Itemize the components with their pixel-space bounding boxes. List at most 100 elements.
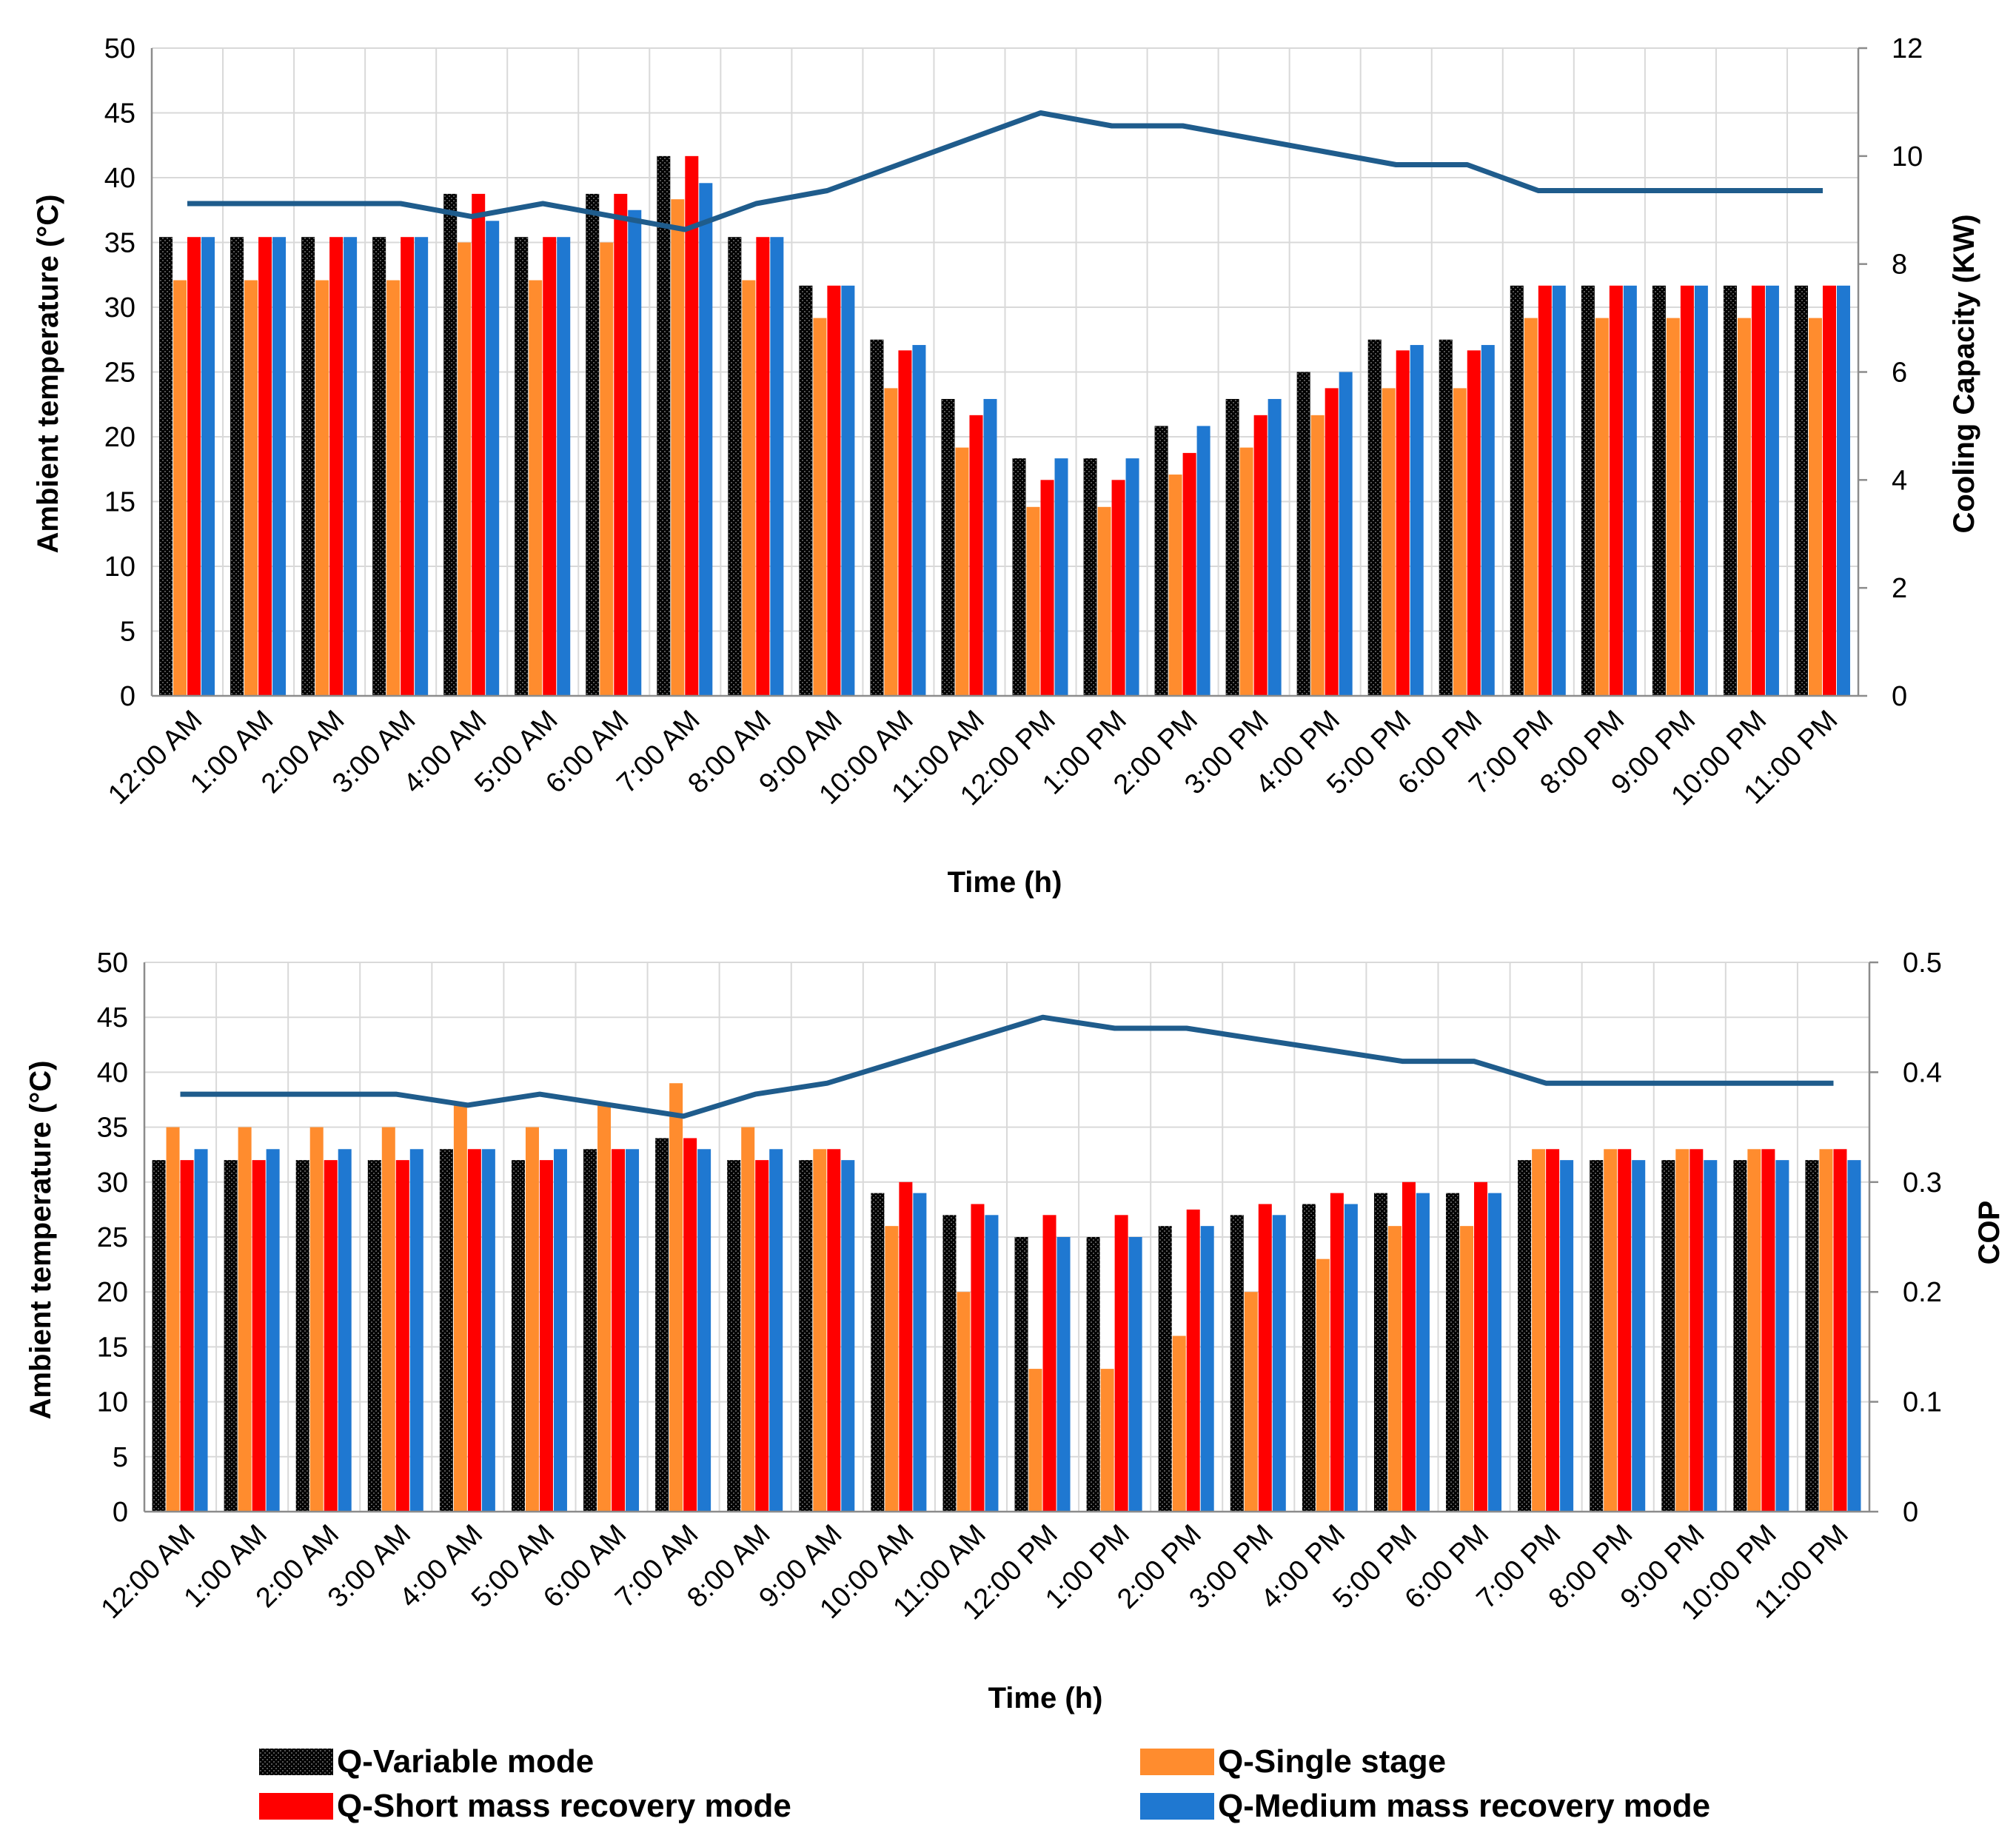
chart-bottom-bar-q-medium-mass-recovery-mode-11 (985, 1215, 999, 1512)
chart-bottom-bar-q-short-mass-recovery-mode-16 (1330, 1193, 1344, 1512)
chart-top-bar-q-medium-mass-recovery-mode-13 (1125, 458, 1139, 696)
chart-bottom-bar-q-short-mass-recovery-mode-2 (324, 1160, 338, 1512)
chart-top-bar-q-short-mass-recovery-mode-12 (1040, 480, 1054, 696)
chart-bottom-y-tick-label: 20 (97, 1277, 128, 1308)
chart-top-bar-q-single-stage-1 (244, 280, 258, 697)
chart-bottom-bar-q-single-stage-10 (885, 1226, 899, 1512)
chart-top-bar-q-variable-mode-8 (728, 237, 742, 696)
chart-bottom-bar-q-variable-mode-17 (1373, 1193, 1387, 1512)
chart-bottom-bar-q-medium-mass-recovery-mode-6 (626, 1149, 640, 1512)
chart-top-temperature-line (187, 110, 1823, 232)
chart-bottom-bar-q-variable-mode-14 (1158, 1226, 1172, 1512)
chart-top-y2-tick-label: 10 (1892, 141, 1923, 172)
chart-bottom-bar-q-single-stage-20 (1604, 1149, 1618, 1512)
legend-swatch-single (1140, 1749, 1214, 1775)
chart-top-bar-q-single-stage-7 (671, 199, 685, 697)
chart-top-bar-q-single-stage-4 (458, 242, 472, 696)
chart-bottom-bar-q-medium-mass-recovery-mode-0 (194, 1149, 208, 1512)
chart-top-bar-q-short-mass-recovery-mode-10 (898, 350, 912, 696)
chart-top-bar-q-variable-mode-21 (1652, 285, 1666, 696)
chart-bottom-y-tick-label: 15 (97, 1332, 128, 1363)
chart-bottom-bar-q-short-mass-recovery-mode-12 (1042, 1215, 1056, 1512)
legend-swatch-variable (259, 1749, 333, 1775)
chart-top-bar-q-short-mass-recovery-mode-23 (1822, 285, 1836, 696)
chart-bottom-bar-q-short-mass-recovery-mode-7 (683, 1138, 697, 1512)
chart-bottom-bar-q-medium-mass-recovery-mode-21 (1704, 1160, 1718, 1512)
chart-top-bar-q-single-stage-23 (1808, 318, 1822, 696)
chart-top-bar-q-variable-mode-16 (1296, 372, 1310, 696)
chart-bottom-bars (152, 1083, 1861, 1512)
chart-top-bar-q-short-mass-recovery-mode-21 (1680, 285, 1694, 696)
chart-top-bar-q-variable-mode-11 (941, 398, 955, 696)
chart-bottom-bar-q-single-stage-13 (1100, 1369, 1114, 1512)
chart-bottom-axes (143, 961, 1878, 1513)
chart-top-y-tick-label: 50 (104, 33, 135, 64)
chart-top-bar-q-single-stage-22 (1737, 318, 1751, 696)
chart-bottom-bar-q-variable-mode-15 (1230, 1215, 1244, 1512)
chart-top-bar-q-variable-mode-6 (586, 193, 600, 696)
chart-top-bar-q-medium-mass-recovery-mode-9 (841, 285, 855, 696)
chart-top-y2-tick-label: 2 (1892, 573, 1907, 604)
chart-top-bar-q-medium-mass-recovery-mode-17 (1410, 345, 1424, 696)
chart-bottom-y-tick-label: 40 (97, 1057, 128, 1088)
legend-swatch-medium (1140, 1793, 1214, 1820)
chart-top-bar-q-medium-mass-recovery-mode-3 (415, 237, 429, 696)
chart-bottom-bar-q-medium-mass-recovery-mode-7 (697, 1149, 711, 1512)
chart-bottom-bar-q-variable-mode-3 (367, 1160, 381, 1512)
chart-bottom-bar-q-variable-mode-0 (152, 1160, 166, 1512)
chart-top-bar-q-medium-mass-recovery-mode-4 (486, 221, 500, 696)
chart-bottom-y2-axis-title: COP (1973, 1201, 2006, 1265)
chart-bottom-bar-q-single-stage-23 (1819, 1149, 1833, 1512)
chart-top-bar-q-short-mass-recovery-mode-4 (472, 193, 486, 696)
chart-top-bar-q-short-mass-recovery-mode-18 (1467, 350, 1481, 696)
chart-top-x-ticks: 12:00 AM1:00 AM2:00 AM3:00 AM4:00 AM5:00… (102, 705, 1843, 812)
chart-bottom-bar-q-single-stage-22 (1747, 1149, 1761, 1512)
chart-bottom-bar-q-medium-mass-recovery-mode-8 (769, 1149, 783, 1512)
chart-top-bar-q-variable-mode-3 (372, 237, 386, 696)
chart-top-bar-q-medium-mass-recovery-mode-23 (1836, 285, 1850, 696)
chart-top-bar-q-variable-mode-15 (1225, 398, 1239, 696)
chart-bottom-y-tick-label: 10 (97, 1387, 128, 1418)
chart-bottom-y-tick-label: 5 (113, 1442, 128, 1473)
chart-bottom-bar-q-variable-mode-8 (727, 1160, 741, 1512)
chart-top-bar-q-medium-mass-recovery-mode-15 (1267, 398, 1282, 696)
chart-top-bar-q-variable-mode-5 (515, 237, 529, 696)
chart-top-bar-q-short-mass-recovery-mode-6 (614, 193, 628, 696)
chart-top-bar-q-single-stage-16 (1310, 415, 1325, 696)
chart-bottom-y-tick-label: 45 (97, 1002, 128, 1033)
chart-top-y2-axis-title: Cooling Capacity (KW) (1948, 214, 1980, 533)
chart-bottom-bar-q-medium-mass-recovery-mode-20 (1632, 1160, 1646, 1512)
chart-top-bar-q-short-mass-recovery-mode-8 (756, 237, 770, 696)
chart-bottom-bar-q-medium-mass-recovery-mode-12 (1056, 1237, 1071, 1512)
chart-top-y-tick-label: 10 (104, 552, 135, 583)
chart-bottom-y-tick-label: 0 (113, 1497, 128, 1528)
chart-bottom-bar-q-short-mass-recovery-mode-10 (899, 1181, 913, 1512)
chart-top-bar-q-short-mass-recovery-mode-7 (685, 155, 699, 697)
chart-bottom-bar-q-single-stage-14 (1172, 1335, 1186, 1512)
chart-top-bar-q-medium-mass-recovery-mode-21 (1694, 285, 1708, 696)
chart-top-bar-q-short-mass-recovery-mode-17 (1396, 350, 1410, 696)
legend-label-medium: Q-Medium mass recovery mode (1218, 1788, 1710, 1824)
chart-bottom-bar-q-single-stage-11 (957, 1292, 971, 1512)
chart-bottom-bar-q-short-mass-recovery-mode-8 (755, 1160, 769, 1512)
chart-top-y-tick-label: 45 (104, 98, 135, 130)
chart-bottom-bar-q-medium-mass-recovery-mode-4 (481, 1149, 495, 1512)
chart-bottom-bar-q-single-stage-8 (741, 1127, 755, 1512)
chart-top-bar-q-variable-mode-19 (1510, 285, 1524, 696)
chart-top-y2-tick-label: 12 (1892, 33, 1923, 64)
chart-top-bar-q-single-stage-15 (1239, 447, 1253, 696)
chart-bottom-bar-q-medium-mass-recovery-mode-17 (1416, 1193, 1430, 1512)
chart-bottom-bar-q-short-mass-recovery-mode-5 (539, 1160, 553, 1512)
chart-top-y2-tick-label: 0 (1892, 681, 1907, 712)
chart-top-bar-q-variable-mode-13 (1083, 458, 1097, 696)
chart-top-bar-q-variable-mode-22 (1723, 285, 1737, 696)
chart-bottom-bar-q-variable-mode-7 (655, 1138, 669, 1512)
chart-top-bar-q-medium-mass-recovery-mode-20 (1623, 285, 1637, 696)
chart-bottom-bar-q-medium-mass-recovery-mode-18 (1488, 1193, 1502, 1512)
chart-top-bar-q-short-mass-recovery-mode-2 (329, 237, 344, 696)
chart-top-line-ambient-temperature (187, 110, 1823, 232)
chart-top-bar-q-medium-mass-recovery-mode-11 (983, 398, 997, 696)
chart-top-bar-q-medium-mass-recovery-mode-5 (557, 237, 571, 696)
chart-top-y-tick-label: 15 (104, 487, 135, 518)
chart-bottom-bar-q-medium-mass-recovery-mode-10 (913, 1193, 927, 1512)
